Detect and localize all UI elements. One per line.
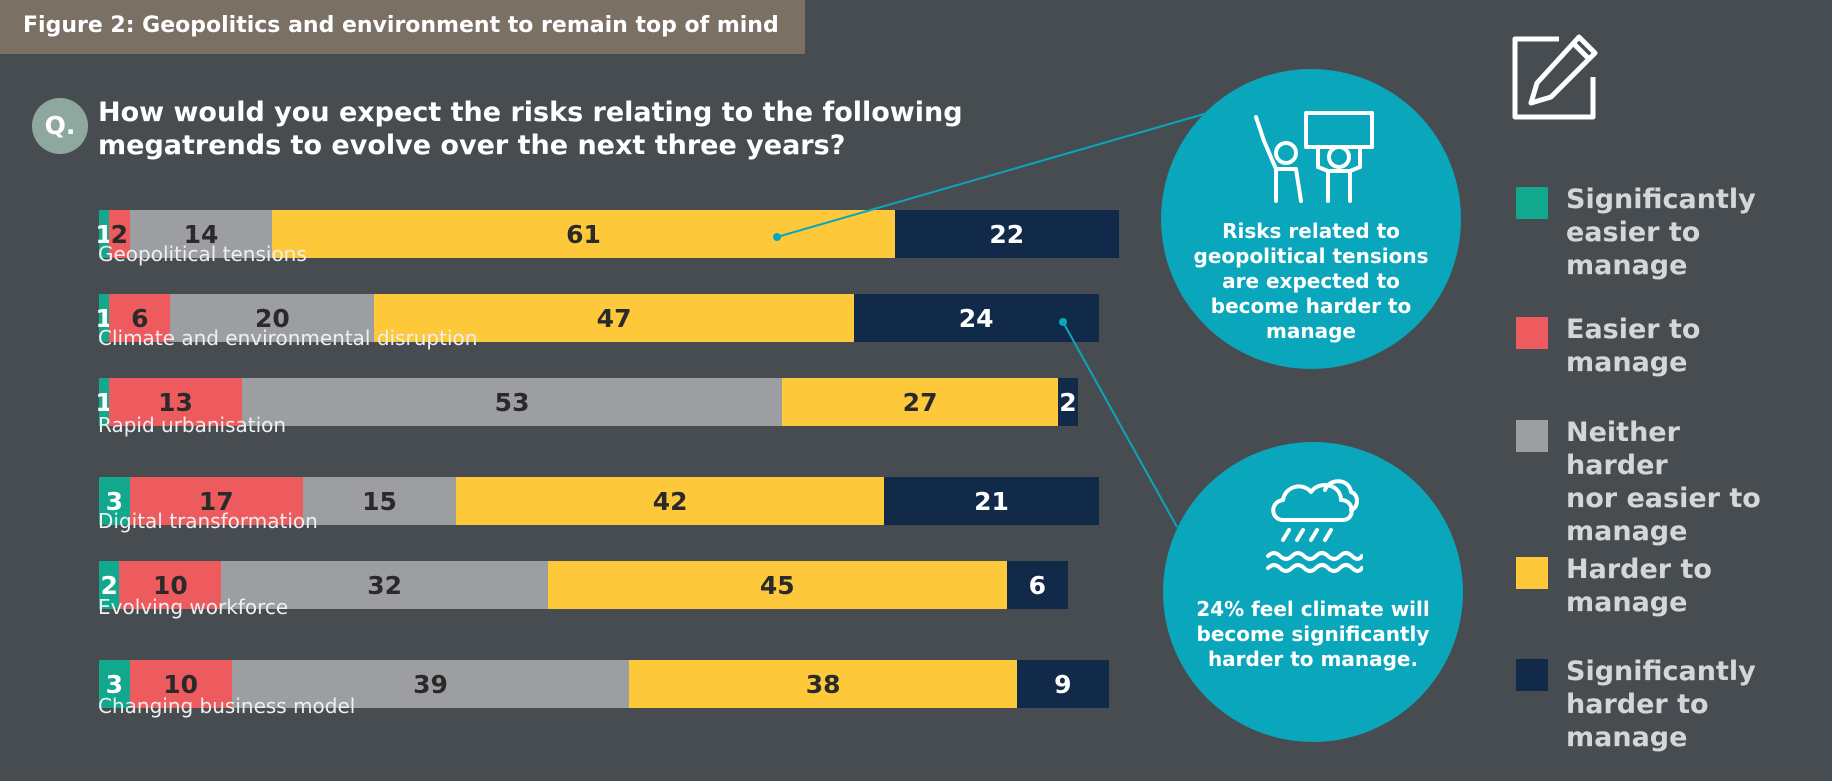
bar-segment-harder: 47: [374, 294, 854, 342]
category-label: Evolving workforce: [98, 595, 289, 619]
figure-title: Figure 2: Geopolitics and environment to…: [0, 0, 805, 54]
protest-sign-icon: [1254, 111, 1374, 203]
bar-segment-harder: 38: [629, 660, 1017, 708]
callout-geopolitics: Risks related to geopolitical tensions a…: [1161, 69, 1461, 369]
bar-segment-neither: 39: [231, 660, 630, 708]
bar-segment-neither: 14: [129, 210, 273, 258]
bar-segment-sig-harder: 24: [853, 294, 1099, 342]
bar-segment-sig-harder: 22: [894, 210, 1119, 258]
bar-segment-harder: 61: [272, 210, 895, 258]
bar-segment-easier: 6: [109, 294, 171, 342]
callout-geopolitics-text: Risks related to geopolitical tensions a…: [1193, 219, 1429, 343]
bar-segment-sig-harder: 6: [1006, 561, 1068, 609]
bar-segment-easier: 17: [129, 477, 303, 525]
legend-label: Significantly easier to manage: [1566, 184, 1756, 281]
legend-label: Neither harder nor easier to manage: [1566, 417, 1761, 547]
category-label: Rapid urbanisation: [98, 413, 287, 437]
bar-segment-easier: 10: [119, 561, 222, 609]
legend-item: Neither harder nor easier to manage: [1516, 416, 1786, 548]
legend-swatch: [1516, 659, 1548, 691]
callout-climate: 24% feel climate will become significant…: [1163, 442, 1463, 742]
callout-climate-text: 24% feel climate will become significant…: [1196, 597, 1430, 671]
legend-swatch: [1516, 317, 1548, 349]
category-label: Changing business model: [98, 694, 356, 718]
bar-segment-neither: 32: [221, 561, 548, 609]
legend-swatch: [1516, 420, 1548, 452]
category-label: Digital transformation: [98, 509, 318, 533]
legend-item: Significantly harder to manage: [1516, 655, 1786, 754]
bar-segment-easier: 13: [109, 378, 242, 426]
question-badge: Q.: [32, 98, 88, 154]
bar-segment-neither: 20: [170, 294, 375, 342]
legend-label: Significantly harder to manage: [1566, 656, 1756, 753]
bar-segment-sig-easier: 1: [95, 378, 113, 426]
bar-segment-easier: 2: [109, 210, 130, 258]
rain-cloud-icon: [1266, 479, 1363, 573]
bar-segment-harder: 42: [455, 477, 885, 525]
bar-segment-sig-easier: 2: [99, 561, 120, 609]
bar-segment-harder: 45: [547, 561, 1007, 609]
legend-item: Significantly easier to manage: [1516, 183, 1786, 282]
bar-row: 3 10 39 38 9: [99, 660, 1109, 708]
legend-swatch: [1516, 187, 1548, 219]
bar-segment-sig-harder: 2: [1057, 378, 1079, 426]
legend-item: Harder to manage: [1516, 553, 1786, 619]
legend-label: Harder to manage: [1566, 554, 1712, 618]
edit-pencil-icon: [1512, 34, 1598, 120]
bar-segment-neither: 15: [302, 477, 456, 525]
question-text: How would you expect the risks relating …: [98, 97, 963, 161]
bar-segment-sig-easier: 1: [95, 294, 113, 342]
bar-segment-sig-easier: 1: [95, 210, 113, 258]
bar-segment-neither: 53: [241, 378, 783, 426]
legend-label: Easier to manage: [1566, 314, 1701, 378]
legend-item: Easier to manage: [1516, 313, 1786, 379]
bar-segment-easier: 10: [129, 660, 232, 708]
bar-row: 2 10 32 45 6: [99, 561, 1068, 609]
category-label: Climate and environmental disruption: [98, 326, 478, 350]
legend-swatch: [1516, 557, 1548, 589]
bar-row: 3 17 15 42 21: [99, 477, 1099, 525]
bar-row: 1 6 20 47 24: [95, 294, 1099, 342]
bar-segment-sig-easier: 3: [99, 477, 130, 525]
category-label: Geopolitical tensions: [98, 242, 307, 266]
bar-segment-harder: 27: [782, 378, 1058, 426]
bar-segment-sig-easier: 3: [99, 660, 130, 708]
bar-segment-sig-harder: 9: [1016, 660, 1109, 708]
bar-segment-sig-harder: 21: [884, 477, 1099, 525]
